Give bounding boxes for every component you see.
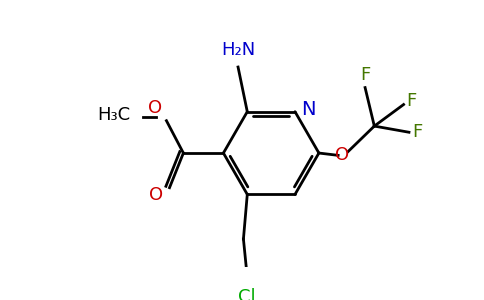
Text: F: F <box>412 123 423 141</box>
Text: O: O <box>149 186 163 204</box>
Text: H₃C: H₃C <box>97 106 130 124</box>
Text: Cl: Cl <box>239 288 256 300</box>
Text: N: N <box>301 100 316 119</box>
Text: F: F <box>407 92 417 110</box>
Text: H₂N: H₂N <box>221 41 255 59</box>
Text: O: O <box>335 146 349 164</box>
Text: O: O <box>149 99 163 117</box>
Text: F: F <box>360 66 370 84</box>
